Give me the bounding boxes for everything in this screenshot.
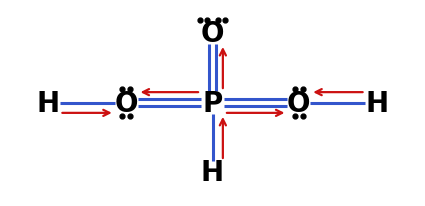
Text: O: O [201,20,224,47]
Text: O: O [114,89,138,117]
Text: O: O [287,89,311,117]
Text: P: P [202,89,223,117]
Text: H: H [366,89,388,117]
Text: H: H [37,89,60,117]
Text: H: H [201,159,224,186]
